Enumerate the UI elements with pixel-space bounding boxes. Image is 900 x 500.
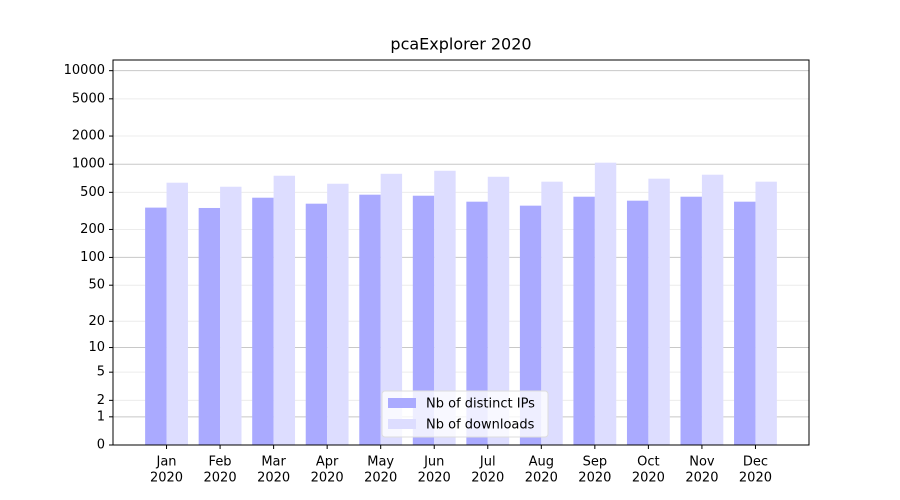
bar bbox=[220, 186, 242, 446]
bar bbox=[412, 195, 435, 445]
legend-label: Nb of downloads bbox=[426, 418, 535, 433]
y-tick-label: 0 bbox=[97, 438, 105, 453]
bar bbox=[252, 197, 274, 445]
bar bbox=[466, 201, 488, 445]
bar bbox=[359, 194, 381, 445]
legend-swatch bbox=[388, 419, 416, 429]
y-tick-label: 5 bbox=[97, 365, 105, 380]
bar bbox=[273, 175, 296, 445]
bar bbox=[594, 162, 617, 445]
x-tick-label: 2020 bbox=[471, 471, 504, 486]
y-tick-label: 10 bbox=[88, 340, 105, 355]
x-tick-label: 2020 bbox=[204, 471, 237, 486]
x-tick-label: Jun bbox=[423, 455, 444, 470]
bar bbox=[166, 182, 188, 446]
x-tick-label: 2020 bbox=[525, 471, 558, 486]
y-tick-label: 5000 bbox=[72, 91, 105, 106]
y-tick-label: 500 bbox=[80, 185, 105, 200]
x-tick-label: Nov bbox=[689, 455, 715, 470]
bar bbox=[380, 173, 403, 445]
legend-label: Nb of distinct IPs bbox=[426, 397, 535, 412]
x-tick-label: 2020 bbox=[364, 471, 397, 486]
y-tick-label: 100 bbox=[80, 250, 105, 265]
legend-box bbox=[381, 390, 549, 438]
bar bbox=[487, 176, 510, 445]
x-tick-label: 2020 bbox=[739, 471, 772, 486]
bar bbox=[434, 170, 456, 445]
y-tick-label: 10000 bbox=[64, 63, 105, 78]
bar bbox=[648, 178, 670, 445]
x-tick-label: May bbox=[367, 455, 394, 470]
bar bbox=[327, 183, 349, 445]
bar bbox=[680, 196, 702, 445]
x-tick-label: Aug bbox=[529, 455, 554, 470]
bar bbox=[701, 174, 724, 445]
bar bbox=[305, 203, 328, 445]
y-tick-label: 50 bbox=[88, 278, 105, 293]
x-tick-label: 2020 bbox=[632, 471, 665, 486]
y-tick-label: 20 bbox=[88, 314, 105, 329]
y-tick-label: 2 bbox=[97, 393, 105, 408]
bar bbox=[755, 181, 777, 445]
bar bbox=[519, 205, 542, 445]
x-tick-label: 2020 bbox=[685, 471, 718, 486]
chart-title: pcaExplorer 2020 bbox=[390, 35, 531, 54]
x-tick-label: 2020 bbox=[578, 471, 611, 486]
x-tick-label: 2020 bbox=[311, 471, 344, 486]
x-tick-label: Feb bbox=[209, 455, 232, 470]
bar bbox=[145, 207, 167, 445]
x-tick-label: Dec bbox=[743, 455, 768, 470]
x-tick-label: Sep bbox=[583, 455, 608, 470]
x-tick-label: Oct bbox=[637, 455, 659, 470]
bar bbox=[573, 196, 595, 445]
bar bbox=[626, 200, 649, 445]
x-tick-label: Apr bbox=[316, 455, 339, 470]
x-tick-label: Jul bbox=[479, 455, 496, 470]
x-tick-label: 2020 bbox=[418, 471, 451, 486]
bar bbox=[198, 207, 221, 445]
legend-swatch bbox=[388, 398, 416, 408]
bar bbox=[541, 181, 563, 445]
x-tick-label: Jan bbox=[156, 455, 177, 470]
x-tick-label: 2020 bbox=[257, 471, 290, 486]
x-tick-label: Mar bbox=[261, 455, 286, 470]
x-tick-label: 2020 bbox=[150, 471, 183, 486]
y-tick-label: 1000 bbox=[72, 157, 105, 172]
y-tick-label: 200 bbox=[80, 222, 105, 237]
bar bbox=[734, 201, 756, 445]
y-tick-label: 1 bbox=[97, 409, 105, 424]
plot-frame bbox=[112, 59, 810, 446]
y-tick-label: 2000 bbox=[72, 129, 105, 144]
